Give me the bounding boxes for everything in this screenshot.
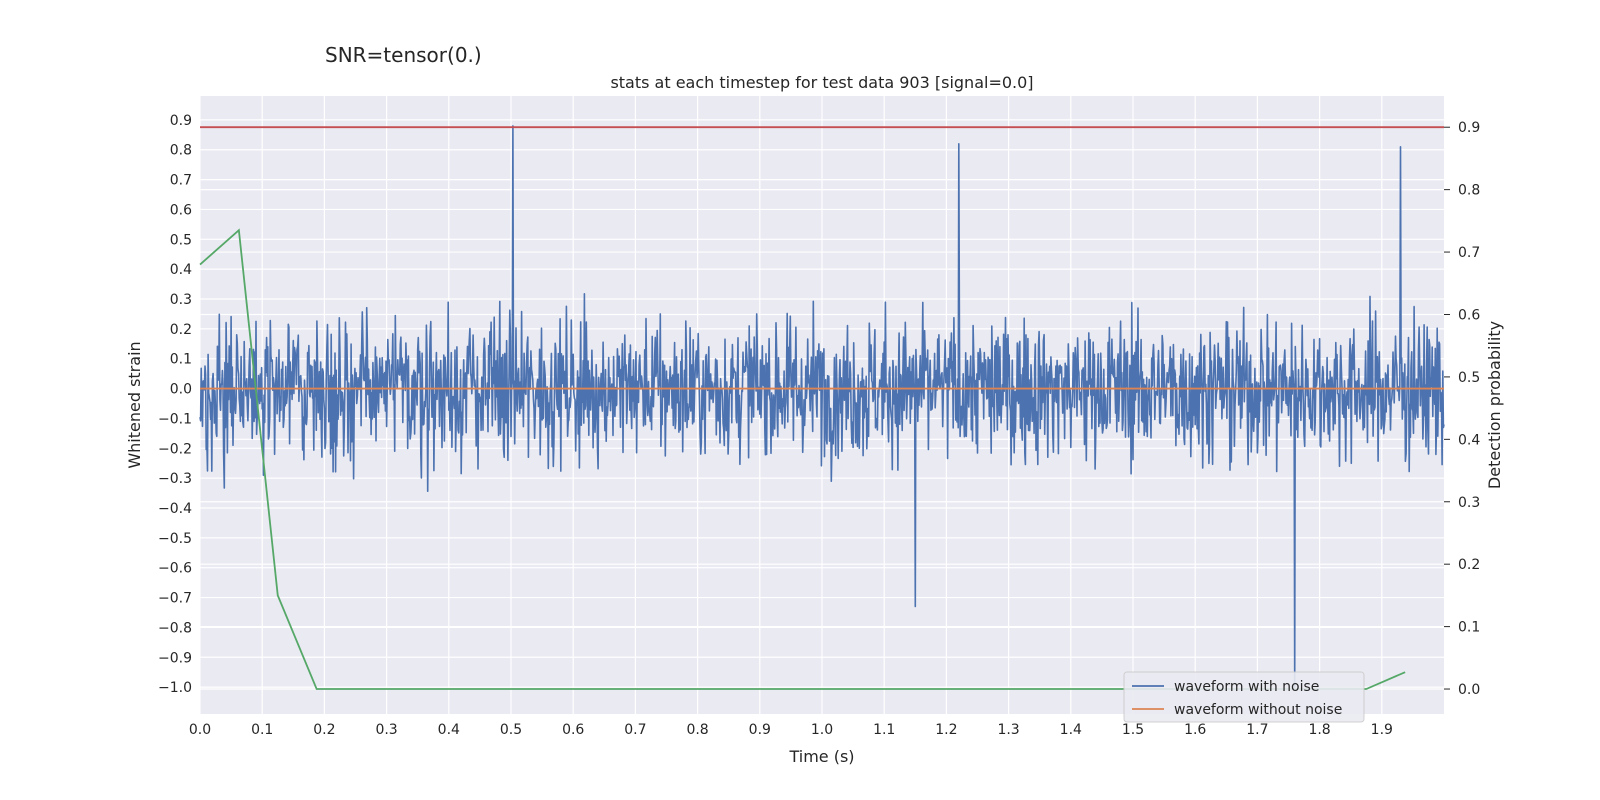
- x-tick-label: 0.6: [562, 722, 584, 738]
- y-tick-label: −0.1: [158, 411, 192, 427]
- x-tick-label: 1.8: [1308, 722, 1330, 738]
- y-tick-label: −0.2: [158, 441, 192, 457]
- chart-title: stats at each timestep for test data 903…: [610, 73, 1033, 92]
- right-y-tick-label: 0.5: [1458, 370, 1480, 386]
- suptitle: SNR=tensor(0.): [325, 43, 482, 67]
- right-y-axis-label: Detection probability: [1485, 321, 1504, 489]
- x-tick-label: 0.7: [624, 722, 646, 738]
- y-tick-label: −0.6: [158, 561, 192, 577]
- legend-label-clean: waveform without noise: [1174, 702, 1342, 718]
- y-tick-label: −0.7: [158, 591, 192, 607]
- x-tick-label: 1.7: [1246, 722, 1268, 738]
- y-tick-labels: 0.9 0.8 0.7 0.6 0.5 0.4 0.3 0.2 0.1 0.0 −0.1 −0.2 −0…: [158, 113, 192, 696]
- right-y-tick-label: 0.8: [1458, 183, 1480, 199]
- y-tick-label: −1.0: [158, 680, 192, 696]
- x-tick-label: 0.5: [500, 722, 522, 738]
- right-y-tick-label: 0.6: [1458, 307, 1480, 323]
- right-y-tick-label: 0.1: [1458, 620, 1480, 636]
- y-tick-label: 0.8: [170, 143, 192, 159]
- right-y-tick-labels: 0.9 0.8 0.7 0.6 0.5 0.4 0.3 0.2 0.1 0.0: [1444, 120, 1480, 698]
- y-tick-label: −0.5: [158, 531, 192, 547]
- x-tick-label: 1.0: [811, 722, 833, 738]
- y-axis-label: Whitened strain: [125, 341, 144, 468]
- x-axis-label: Time (s): [788, 747, 854, 766]
- x-tick-label: 0.3: [375, 722, 397, 738]
- y-tick-label: 0.0: [170, 382, 192, 398]
- x-tick-label: 1.6: [1184, 722, 1206, 738]
- y-tick-label: 0.7: [170, 173, 192, 189]
- y-tick-label: 0.6: [170, 202, 192, 218]
- y-tick-label: 0.5: [170, 232, 192, 248]
- x-tick-label: 1.9: [1371, 722, 1393, 738]
- x-tick-label: 1.3: [997, 722, 1019, 738]
- x-tick-label: 1.1: [873, 722, 895, 738]
- right-y-tick-label: 0.7: [1458, 245, 1480, 261]
- y-tick-label: 0.2: [170, 322, 192, 338]
- right-y-tick-label: 0.4: [1458, 432, 1480, 448]
- y-tick-label: −0.9: [158, 650, 192, 666]
- x-tick-label: 0.8: [686, 722, 708, 738]
- right-y-tick-label: 0.2: [1458, 557, 1480, 573]
- right-y-tick-label: 0.3: [1458, 495, 1480, 511]
- x-tick-label: 0.0: [189, 722, 211, 738]
- legend-label-noise: waveform with noise: [1174, 679, 1319, 695]
- y-tick-label: 0.4: [170, 262, 192, 278]
- x-tick-label: 1.2: [935, 722, 957, 738]
- x-tick-label: 0.1: [251, 722, 273, 738]
- x-tick-label: 1.4: [1060, 722, 1082, 738]
- x-tick-label: 0.4: [438, 722, 460, 738]
- y-tick-label: −0.3: [158, 471, 192, 487]
- right-y-tick-label: 0.0: [1458, 682, 1480, 698]
- y-tick-label: −0.4: [158, 501, 192, 517]
- legend-box: [1123, 671, 1365, 723]
- x-tick-label: 0.2: [313, 722, 335, 738]
- x-tick-label: 0.9: [749, 722, 771, 738]
- x-tick-labels: 0.0 0.1 0.2 0.3 0.4 0.5 0.6 0.7 0.8 0.9 1.0 1.1 1.2 1…: [189, 722, 1393, 738]
- legend: waveform with noise waveform without noi…: [1123, 671, 1365, 723]
- x-tick-label: 1.5: [1122, 722, 1144, 738]
- y-tick-label: 0.9: [170, 113, 192, 129]
- y-tick-label: 0.1: [170, 352, 192, 368]
- right-y-tick-label: 0.9: [1458, 120, 1480, 136]
- y-tick-label: −0.8: [158, 620, 192, 636]
- y-tick-label: 0.3: [170, 292, 192, 308]
